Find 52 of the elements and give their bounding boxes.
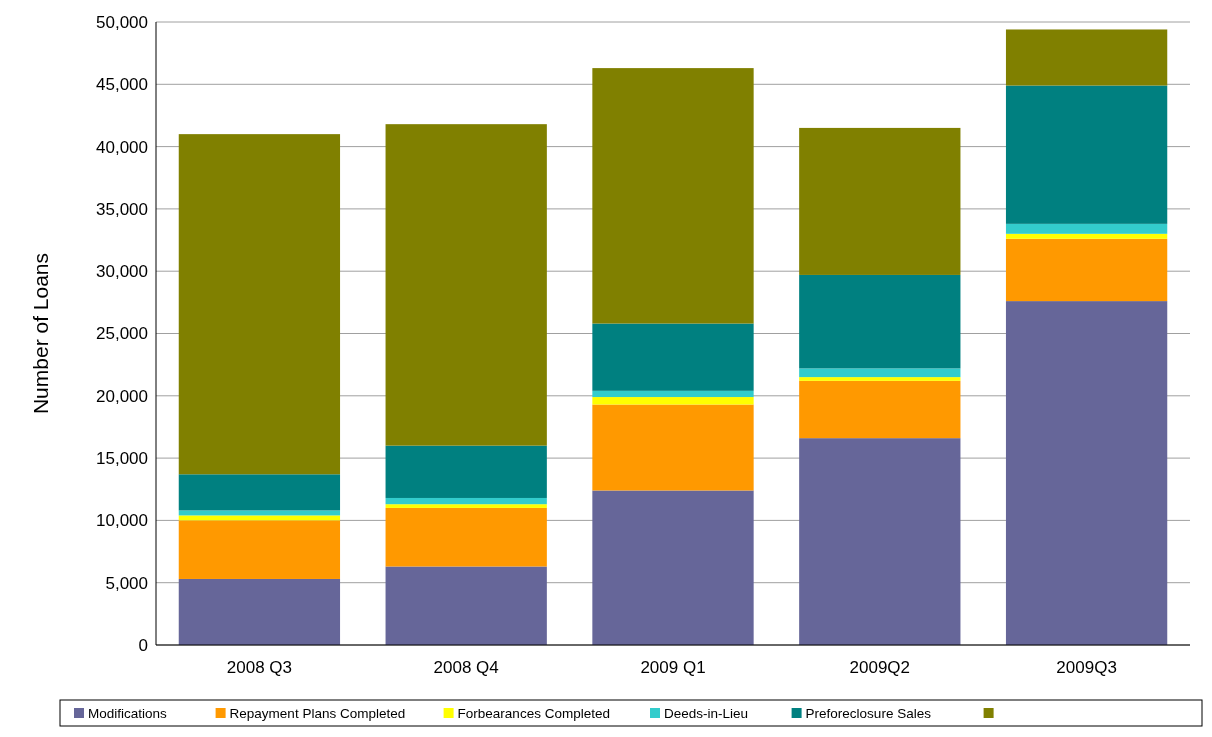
legend-label: Modifications — [88, 705, 168, 721]
y-tick-label: 25,000 — [96, 324, 148, 344]
bar — [1005, 85, 1168, 224]
y-tick-label: 40,000 — [96, 137, 148, 157]
bar — [592, 404, 754, 491]
bar — [178, 134, 341, 475]
bar — [799, 438, 961, 645]
bar — [385, 497, 547, 505]
y-tick-label: 30,000 — [96, 262, 148, 282]
y-tick-label: 45,000 — [96, 75, 148, 95]
bar — [592, 397, 754, 405]
legend-label: Deeds-in-Lieu — [664, 705, 749, 721]
y-tick-label: 50,000 — [96, 12, 148, 32]
bar — [1005, 29, 1168, 86]
legend-label: Forbearances Completed — [457, 705, 610, 721]
bar — [592, 490, 754, 645]
y-tick-label: 10,000 — [96, 511, 148, 531]
y-tick-label: 35,000 — [96, 199, 148, 219]
bar — [178, 578, 341, 645]
x-tick-label: 2009Q2 — [849, 658, 911, 677]
bar — [799, 380, 961, 439]
bar — [799, 377, 961, 381]
bar — [592, 390, 754, 398]
bar — [1005, 233, 1168, 239]
bar — [799, 127, 961, 275]
x-tick-label: 2008 Q4 — [433, 658, 499, 677]
bar — [385, 566, 547, 645]
bar — [385, 124, 547, 446]
legend-label: Repayment Plans Completed — [229, 705, 406, 721]
bar — [385, 504, 547, 508]
x-tick-label: 2009Q3 — [1056, 658, 1117, 677]
bar — [1005, 223, 1168, 234]
bar — [1005, 238, 1168, 302]
y-tick-label: 5,000 — [105, 573, 148, 593]
y-tick-label: 20,000 — [96, 386, 148, 406]
x-tick-label: 2008 Q3 — [226, 658, 293, 677]
bar — [385, 507, 547, 567]
bar — [178, 474, 341, 511]
bar — [178, 510, 341, 516]
bar — [178, 520, 341, 579]
x-tick-label: 2009 Q1 — [640, 658, 706, 677]
bar — [799, 274, 961, 369]
bar — [178, 515, 341, 521]
y-axis-title: Number of Loans — [29, 252, 52, 415]
legend-label: Preforeclosure Sales — [805, 705, 932, 721]
bar — [799, 368, 961, 378]
bar — [592, 68, 754, 324]
y-tick-label: 15,000 — [96, 449, 148, 469]
bar — [592, 323, 754, 391]
bar — [1005, 301, 1168, 645]
y-tick-label: 0 — [138, 635, 148, 655]
bar — [385, 445, 547, 498]
